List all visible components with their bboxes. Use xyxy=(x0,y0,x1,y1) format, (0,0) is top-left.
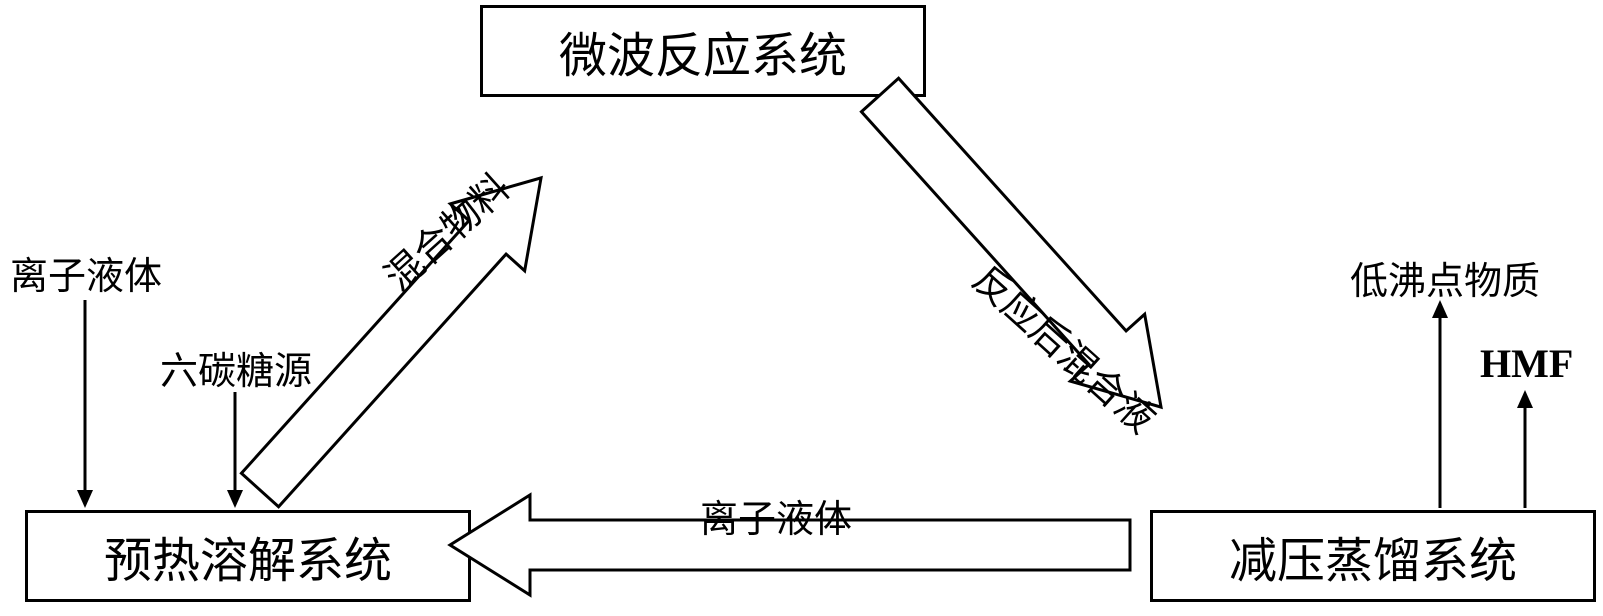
output-hmf-arrow xyxy=(0,0,1603,616)
